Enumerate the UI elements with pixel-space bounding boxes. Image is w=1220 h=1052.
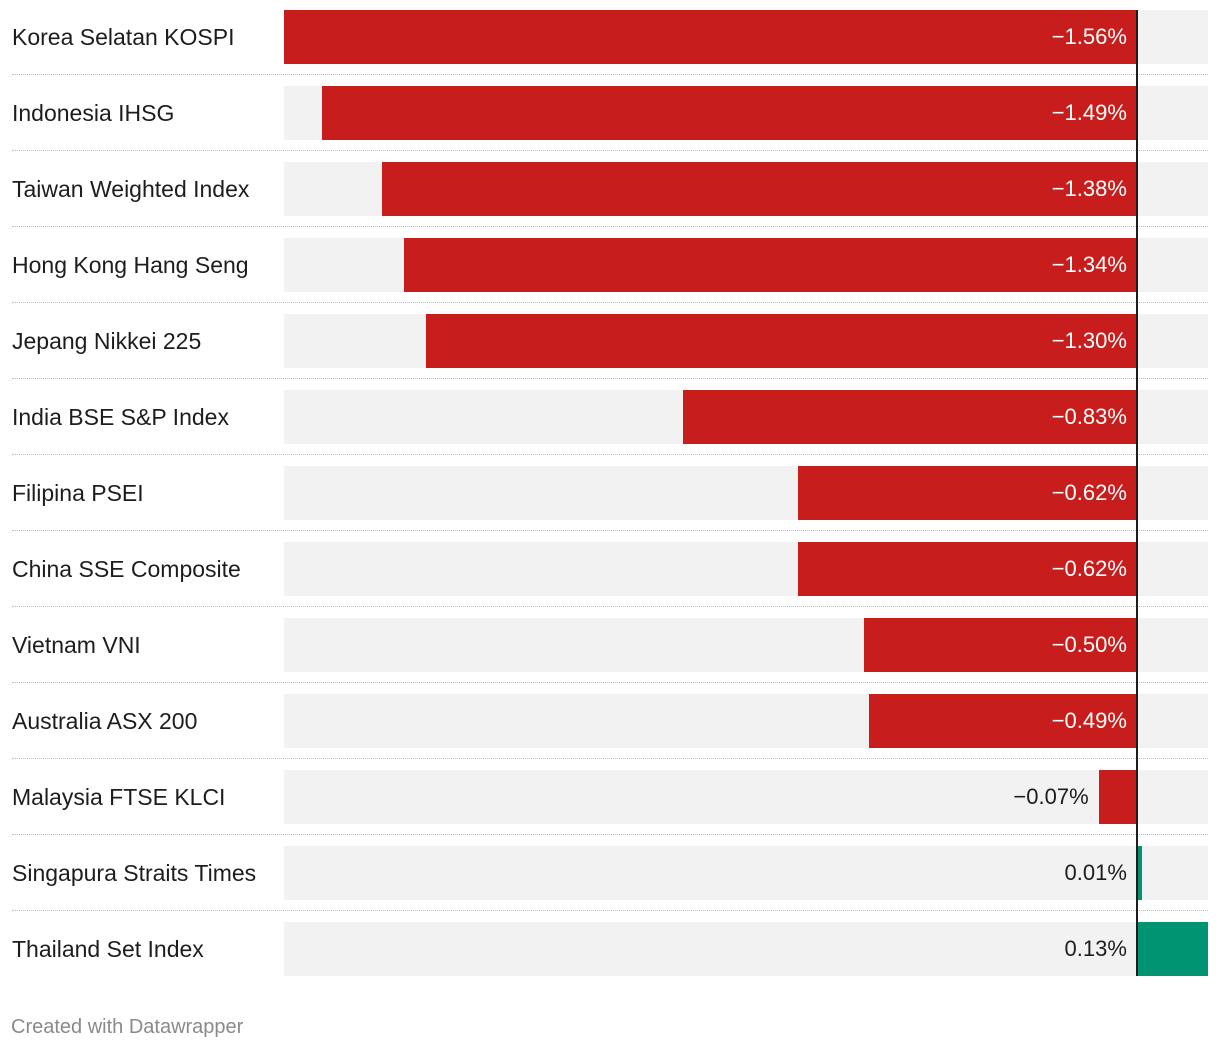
- bar-background: [284, 770, 1208, 824]
- value-label: 0.01%: [1064, 860, 1127, 885]
- row-divider: [12, 758, 1208, 759]
- value-label: −1.34%: [1051, 252, 1127, 277]
- chart-row: Vietnam VNI −0.50%: [0, 618, 1220, 694]
- value-label: −0.50%: [1051, 632, 1127, 657]
- chart-row: Singapura Straits Times 0.01%: [0, 846, 1220, 922]
- bar-positive: [1136, 922, 1208, 976]
- category-label: Australia ASX 200: [12, 708, 198, 734]
- chart-row: Filipina PSEI −0.62%: [0, 466, 1220, 542]
- category-label: India BSE S&P Index: [12, 404, 229, 430]
- row-divider: [12, 378, 1208, 379]
- value-label: −0.83%: [1051, 404, 1127, 429]
- bar-negative: [863, 618, 1137, 672]
- zero-baseline: [1135, 10, 1138, 976]
- bar-negative: [322, 86, 1137, 140]
- bar-negative: [404, 238, 1137, 292]
- chart-row: Malaysia FTSE KLCI −0.07%: [0, 770, 1220, 846]
- chart-row: Jepang Nikkei 225 −1.30%: [0, 314, 1220, 390]
- row-divider: [12, 150, 1208, 151]
- chart-row: Thailand Set Index 0.13%: [0, 922, 1220, 998]
- bar-negative: [426, 314, 1137, 368]
- row-divider: [12, 302, 1208, 303]
- category-label: Vietnam VNI: [12, 632, 141, 658]
- row-divider: [12, 74, 1208, 75]
- bar-background: [284, 846, 1208, 900]
- category-label: Malaysia FTSE KLCI: [12, 784, 226, 810]
- value-label: −0.07%: [1013, 784, 1089, 809]
- value-label: −0.62%: [1051, 556, 1127, 581]
- value-label: −1.56%: [1051, 24, 1127, 49]
- bar-negative: [1098, 770, 1137, 824]
- value-label: −1.49%: [1051, 100, 1127, 125]
- row-divider: [12, 530, 1208, 531]
- chart-row: Indonesia IHSG −1.49%: [0, 86, 1220, 162]
- chart-row: Korea Selatan KOSPI −1.56%: [0, 10, 1220, 86]
- category-label: Hong Kong Hang Seng: [12, 252, 249, 278]
- row-divider: [12, 682, 1208, 683]
- category-label: Korea Selatan KOSPI: [12, 24, 235, 50]
- row-divider: [12, 454, 1208, 455]
- row-divider: [12, 834, 1208, 835]
- category-label: Thailand Set Index: [12, 936, 204, 962]
- bar-negative: [683, 390, 1137, 444]
- category-label: Indonesia IHSG: [12, 100, 175, 126]
- category-label: Taiwan Weighted Index: [12, 176, 250, 202]
- bar-negative: [284, 10, 1137, 64]
- footer-credit: Created with Datawrapper: [11, 1016, 244, 1038]
- bar-negative: [797, 466, 1137, 520]
- chart-row: India BSE S&P Index −0.83%: [0, 390, 1220, 466]
- value-label: −1.38%: [1051, 176, 1127, 201]
- row-divider: [12, 606, 1208, 607]
- value-label: −0.49%: [1051, 708, 1127, 733]
- bar-negative: [382, 162, 1137, 216]
- bar-negative: [797, 542, 1137, 596]
- row-divider: [12, 910, 1208, 911]
- bar-positive: [1136, 846, 1143, 900]
- value-label: −1.30%: [1051, 328, 1127, 353]
- category-label: Jepang Nikkei 225: [12, 328, 202, 354]
- chart-row: China SSE Composite −0.62%: [0, 542, 1220, 618]
- chart-row: Taiwan Weighted Index −1.38%: [0, 162, 1220, 238]
- value-label: −0.62%: [1051, 480, 1127, 505]
- row-divider: [12, 226, 1208, 227]
- category-label: Singapura Straits Times: [12, 860, 257, 886]
- value-label: 0.13%: [1064, 936, 1127, 961]
- category-label: China SSE Composite: [12, 556, 241, 582]
- bar-negative: [869, 694, 1137, 748]
- bar-chart: Korea Selatan KOSPI −1.56% Indonesia IHSG −…: [0, 10, 1220, 998]
- category-label: Filipina PSEI: [12, 480, 144, 506]
- bar-background: [284, 922, 1208, 976]
- chart-row: Hong Kong Hang Seng −1.34%: [0, 238, 1220, 314]
- chart-row: Australia ASX 200 −0.49%: [0, 694, 1220, 770]
